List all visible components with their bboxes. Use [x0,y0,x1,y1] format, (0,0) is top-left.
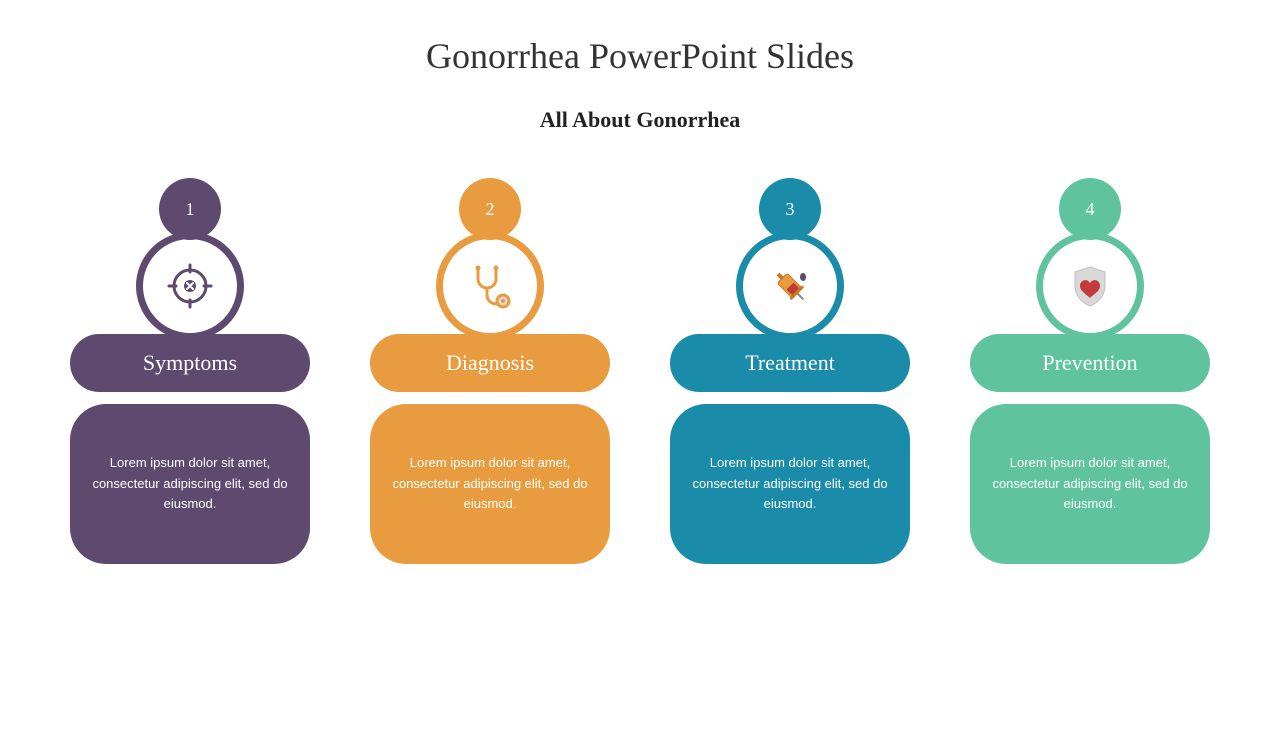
label-pill: Symptoms [70,334,310,392]
card-row: 1 Symptoms Lorem ipsum dolor sit amet, c… [0,178,1280,564]
icon-ring [136,232,244,340]
number-badge: 1 [159,178,221,240]
page-title: Gonorrhea PowerPoint Slides [0,35,1280,77]
description-box: Lorem ipsum dolor sit amet, consectetur … [970,404,1210,564]
page-subtitle: All About Gonorrhea [0,107,1280,133]
number-badge: 3 [759,178,821,240]
card-treatment: 3 Treatment Lorem ipsum dolor sit amet, … [670,178,910,564]
card-symptoms: 1 Symptoms Lorem ipsum dolor sit amet, c… [70,178,310,564]
description-box: Lorem ipsum dolor sit amet, consectetur … [70,404,310,564]
label-pill: Treatment [670,334,910,392]
stethoscope-icon [465,261,515,311]
description-box: Lorem ipsum dolor sit amet, consectetur … [670,404,910,564]
number-badge: 4 [1059,178,1121,240]
icon-ring [1036,232,1144,340]
syringe-icon [765,261,815,311]
shield-icon [1065,261,1115,311]
card-diagnosis: 2 Diagnosis Lorem ipsum dolor sit amet, … [370,178,610,564]
card-prevention: 4 Prevention Lorem ipsum dolor sit amet,… [970,178,1210,564]
label-pill: Diagnosis [370,334,610,392]
number-badge: 2 [459,178,521,240]
label-pill: Prevention [970,334,1210,392]
target-icon [165,261,215,311]
icon-ring [736,232,844,340]
icon-ring [436,232,544,340]
description-box: Lorem ipsum dolor sit amet, consectetur … [370,404,610,564]
